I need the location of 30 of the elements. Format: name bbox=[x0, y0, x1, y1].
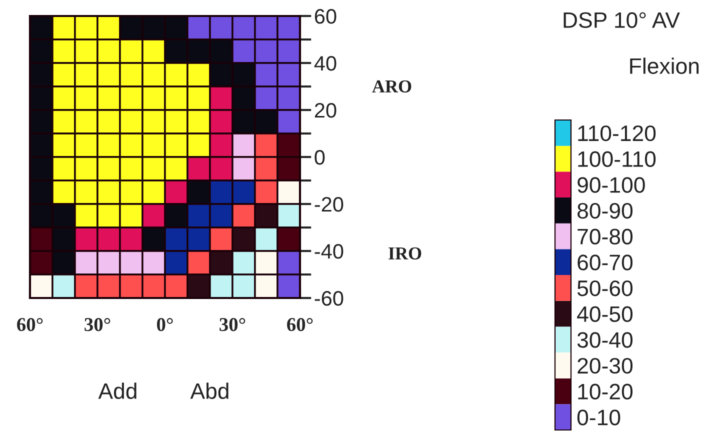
x-tick-label: 60° bbox=[287, 318, 313, 332]
y-tick-label: -60 bbox=[314, 291, 344, 306]
color-bar-label: 80-90 bbox=[578, 202, 633, 219]
text: DSP 10° AV bbox=[564, 12, 680, 28]
y-tick-label: 20 bbox=[314, 103, 336, 118]
x-tick-label: 60° bbox=[17, 318, 43, 332]
x-tick-label: 30° bbox=[220, 318, 246, 332]
y-tick-label: 60 bbox=[314, 9, 336, 24]
color-bar-label: 0-10 bbox=[577, 410, 620, 426]
text: ARO bbox=[372, 80, 412, 93]
text: IRO bbox=[388, 247, 422, 260]
color-bar-label: 30-40 bbox=[577, 332, 633, 348]
color-bar-label: 110-120 bbox=[578, 125, 656, 142]
y-tick-label: -20 bbox=[314, 197, 344, 212]
color-bar-label: 70-80 bbox=[578, 228, 633, 245]
y-tick-label: 40 bbox=[314, 56, 336, 71]
text: Abd bbox=[190, 382, 228, 399]
text: Flexion bbox=[630, 58, 699, 74]
x-tick-label: 0° bbox=[156, 318, 173, 332]
color-bar-label: 20-30 bbox=[578, 358, 633, 374]
text: Add bbox=[98, 382, 136, 399]
y-tick-label: -40 bbox=[314, 244, 344, 259]
color-bar-label: 10-20 bbox=[578, 384, 633, 400]
color-bar-label: 40-50 bbox=[577, 306, 633, 322]
y-tick-label: 0 bbox=[314, 150, 325, 165]
color-bar-label: 50-60 bbox=[577, 280, 633, 296]
x-tick-label: 30° bbox=[84, 318, 110, 332]
color-bar-label: 90-100 bbox=[578, 177, 645, 193]
color-bar-label: 100-110 bbox=[578, 151, 656, 168]
color-bar-label: 60-70 bbox=[578, 254, 633, 270]
